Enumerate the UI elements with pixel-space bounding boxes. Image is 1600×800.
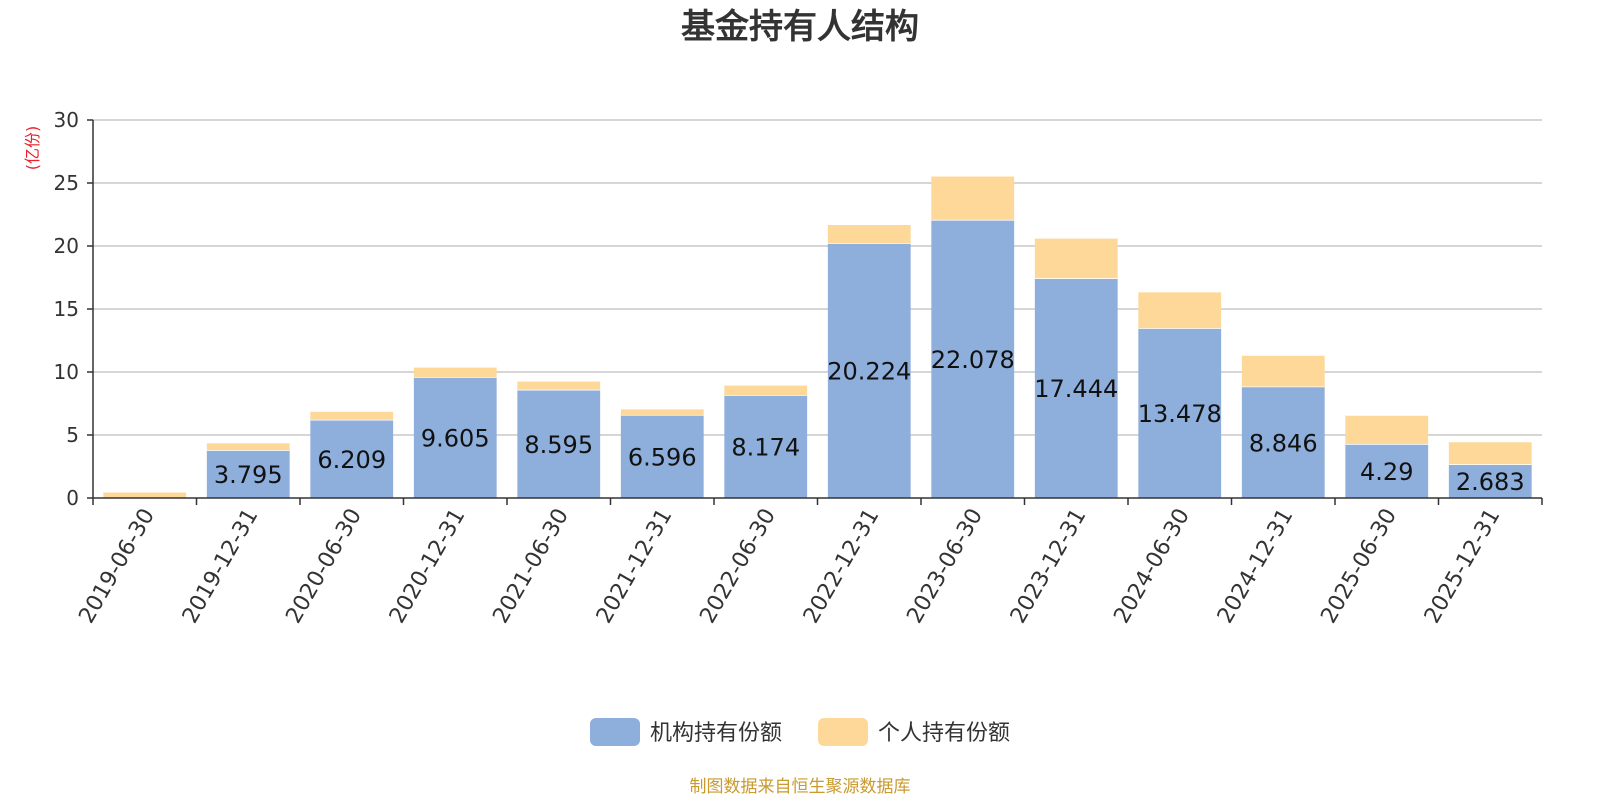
legend-swatch	[590, 718, 640, 746]
bar-institutional	[1345, 443, 1429, 498]
y-tick-label: 15	[54, 297, 79, 321]
y-tick-label: 20	[54, 234, 79, 258]
bar-value-label: 8.595	[524, 431, 593, 459]
x-tick-label: 2025-12-31	[1420, 505, 1506, 628]
bar-institutional	[620, 414, 704, 498]
bar-value-label: 8.846	[1249, 429, 1318, 457]
bar-institutional	[827, 243, 911, 498]
bar-individual	[310, 410, 394, 420]
bar-value-label: 13.478	[1138, 400, 1222, 428]
x-tick-label: 2022-12-31	[799, 505, 885, 628]
bar-institutional	[931, 219, 1015, 498]
bar-individual	[1448, 441, 1532, 465]
x-tick-label: 2021-12-31	[592, 505, 678, 628]
legend: 机构持有份额 个人持有份额	[590, 718, 1010, 746]
bars	[103, 174, 1532, 498]
bar-institutional	[517, 389, 601, 498]
data-labels: 3.795 6.209 9.605 8.595 6.596 8.174 20.224 22.0…	[214, 346, 1525, 496]
bar-institutional	[1138, 328, 1222, 498]
bar-individual	[1241, 355, 1325, 387]
legend-label: 个人持有份额	[878, 721, 1010, 746]
bar-value-label: 6.209	[317, 446, 386, 474]
bar-individual	[103, 491, 187, 498]
bar-institutional	[1034, 278, 1118, 498]
bar-institutional	[413, 376, 497, 498]
legend-swatch	[818, 718, 868, 746]
x-tick-label: 2019-12-31	[178, 505, 264, 628]
bar-individual	[413, 366, 497, 377]
y-tick-label: 30	[54, 108, 79, 132]
y-tick-label: 0	[66, 486, 79, 510]
x-tick-label: 2020-12-31	[385, 505, 471, 628]
bar-value-label: 9.605	[421, 424, 490, 452]
x-tick-label: 2023-12-31	[1006, 505, 1092, 628]
bar-institutional	[310, 419, 394, 498]
x-tick-label: 2020-06-30	[281, 505, 367, 628]
bar-value-label: 20.224	[827, 358, 911, 386]
bar-individual	[827, 224, 911, 244]
bar-individual	[620, 408, 704, 415]
x-tick-label: 2019-06-30	[74, 505, 160, 628]
y-tick-label: 10	[54, 360, 79, 384]
bar-value-label: 22.078	[931, 346, 1015, 374]
bar-individual	[206, 442, 290, 451]
bar-individual	[724, 384, 808, 396]
bar-value-label: 2.683	[1456, 468, 1525, 496]
x-tick-label: 2021-06-30	[488, 505, 574, 628]
x-tick-label: 2024-06-30	[1109, 505, 1195, 628]
y-tick-label: 5	[66, 423, 79, 447]
x-tick-label: 2025-06-30	[1316, 505, 1402, 628]
bar-individual	[1345, 414, 1429, 444]
bar-value-label: 8.174	[731, 434, 800, 462]
x-tick-label: 2024-12-31	[1213, 505, 1299, 628]
bar-value-label: 4.29	[1360, 458, 1413, 486]
data-source-note: 制图数据来自恒生聚源数据库	[690, 777, 911, 797]
bar-institutional	[724, 395, 808, 498]
legend-label: 机构持有份额	[650, 721, 782, 746]
bar-individual	[931, 175, 1015, 220]
x-tick-label: 2022-06-30	[695, 505, 781, 628]
y-tick-label: 25	[54, 171, 79, 195]
bar-individual	[1034, 237, 1118, 279]
bar-individual	[1138, 291, 1222, 329]
bar-institutional	[1448, 464, 1532, 498]
bar-value-label: 17.444	[1034, 375, 1118, 403]
y-axis-unit-label: (亿份)	[23, 126, 42, 171]
chart-title: 基金持有人结构	[681, 7, 919, 47]
bar-institutional	[1241, 386, 1325, 498]
bar-individual	[517, 380, 601, 390]
bar-value-label: 6.596	[628, 443, 697, 471]
bar-value-label: 3.795	[214, 461, 283, 489]
bar-institutional	[206, 450, 290, 498]
x-tick-label: 2023-06-30	[902, 505, 988, 628]
